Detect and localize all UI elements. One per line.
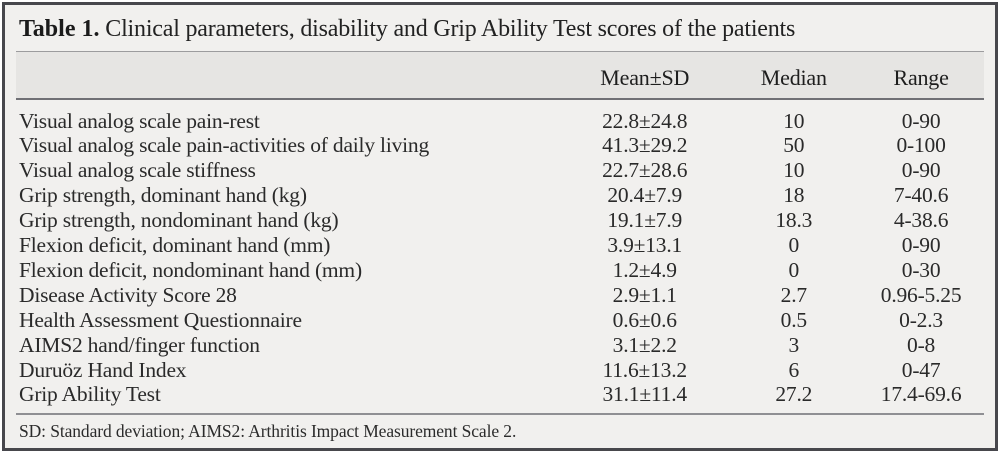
mean-sd-cell: 19.1±7.9 [607, 208, 683, 233]
table-row: Disease Activity Score 28 2.9±1.1 2.7 0.96-… [16, 283, 984, 308]
table-row: Grip strength, nondominant hand (kg) 19.1… [16, 208, 984, 233]
range-cell: 4-38.6 [893, 208, 949, 233]
parameter-cell: Flexion deficit, dominant hand (mm) [19, 233, 331, 258]
range-cell: 0-30 [901, 257, 941, 282]
parameter-cell: Flexion deficit, nondominant hand (mm) [19, 257, 362, 282]
parameter-cell: Visual analog scale stiffness [19, 158, 256, 183]
footnote-divider [16, 413, 984, 416]
table-container: Mean±SD Median Range Visual analog scale… [16, 51, 984, 413]
mean-sd-cell: 3.9±13.1 [607, 233, 683, 258]
median-cell: 3 [788, 332, 800, 357]
median-cell: 27.2 [775, 382, 813, 407]
mean-sd-cell: 3.1±2.2 [612, 332, 677, 357]
median-cell: 10 [783, 158, 805, 183]
range-cell: 0-90 [901, 158, 941, 183]
range-cell: 0-90 [901, 233, 941, 258]
median-cell: 2.7 [780, 282, 807, 307]
range-cell: 0-8 [907, 332, 936, 357]
column-header-mean-sd: Mean±SD [560, 51, 730, 100]
range-cell: 0-100 [896, 133, 946, 158]
median-cell: 0.5 [780, 307, 807, 332]
parameter-cell: Grip strength, dominant hand (kg) [19, 183, 307, 208]
median-cell: 0 [788, 257, 800, 282]
mean-sd-cell: 2.9±1.1 [612, 282, 677, 307]
column-header-range: Range [858, 51, 984, 100]
table-header: Mean±SD Median Range [16, 51, 984, 100]
median-cell: 6 [788, 357, 800, 382]
range-cell: 17.4-69.6 [880, 382, 962, 407]
table-row: Grip strength, dominant hand (kg) 20.4±7.… [16, 183, 984, 208]
table-row: Visual analog scale pain-activities of d… [16, 133, 984, 158]
data-table: Mean±SD Median Range Visual analog scale… [16, 51, 984, 413]
table-row: Flexion deficit, nondominant hand (mm) 1.… [16, 258, 984, 283]
table-row: Duruöz Hand Index 11.6±13.2 6 0-47 [16, 358, 984, 383]
mean-sd-cell: 1.2±4.9 [612, 257, 677, 282]
parameter-cell: Disease Activity Score 28 [19, 282, 237, 307]
parameter-cell: Health Assessment Questionnaire [19, 307, 302, 332]
parameter-cell: Visual analog scale pain-activities of d… [19, 133, 430, 158]
range-cell: 0-47 [901, 357, 941, 382]
table-title: Table 1. Clinical parameters, disability… [5, 5, 995, 51]
table-caption: Clinical parameters, disability and Grip… [99, 16, 796, 42]
parameter-cell: Grip Ability Test [19, 382, 161, 407]
median-cell: 18 [783, 183, 805, 208]
mean-sd-cell: 20.4±7.9 [607, 183, 683, 208]
parameter-cell: Duruöz Hand Index [19, 357, 187, 382]
mean-sd-cell: 41.3±29.2 [602, 133, 688, 158]
table-number: Table 1. [19, 16, 100, 42]
parameter-cell: Visual analog scale pain-rest [19, 108, 260, 133]
column-header-parameter [16, 51, 561, 100]
table-row: Visual analog scale stiffness 22.7±28.6 10… [16, 158, 984, 183]
mean-sd-cell: 22.8±24.8 [602, 108, 688, 133]
mean-sd-cell: 31.1±11.4 [602, 382, 688, 407]
median-cell: 50 [783, 133, 805, 158]
median-cell: 18.3 [775, 208, 813, 233]
range-cell: 0-90 [901, 108, 941, 133]
table-row: AIMS2 hand/finger function 3.1±2.2 3 0-8 [16, 333, 984, 358]
column-header-median: Median [729, 51, 859, 100]
mean-sd-cell: 22.7±28.6 [602, 158, 688, 183]
range-cell: 0.96-5.25 [880, 282, 962, 307]
table-body: Visual analog scale pain-rest 22.8±24.8 10… [16, 99, 984, 414]
range-cell: 0-2.3 [899, 307, 943, 332]
table-footnote: SD: Standard deviation; AIMS2: Arthritis… [19, 421, 517, 442]
parameter-cell: AIMS2 hand/finger function [19, 332, 260, 357]
mean-sd-cell: 0.6±0.6 [612, 307, 677, 332]
mean-sd-cell: 11.6±13.2 [602, 357, 688, 382]
median-cell: 0 [788, 233, 800, 258]
table-row: Visual analog scale pain-rest 22.8±24.8 10… [16, 99, 984, 134]
table-row: Flexion deficit, dominant hand (mm) 3.9±1… [16, 233, 984, 258]
range-cell: 7-40.6 [893, 183, 949, 208]
table-row: Health Assessment Questionnaire 0.6±0.6 0.… [16, 308, 984, 333]
parameter-cell: Grip strength, nondominant hand (kg) [19, 208, 339, 233]
table-row: Grip Ability Test 31.1±11.4 27.2 17.4-69.6 [16, 382, 984, 413]
median-cell: 10 [783, 108, 805, 133]
header-row: Mean±SD Median Range [16, 51, 984, 100]
